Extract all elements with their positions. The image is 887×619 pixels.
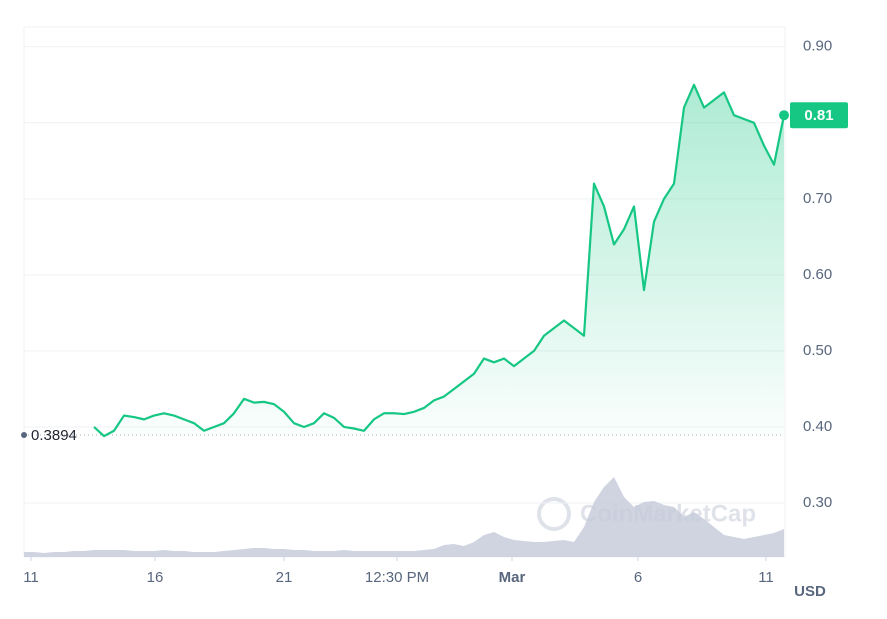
price-line — [93, 83, 786, 438]
currency: USD — [794, 583, 826, 600]
y-tick-label: 0.60 — [803, 266, 832, 283]
y-tick-label: 0.70 — [803, 190, 832, 207]
open-price-dot — [21, 432, 27, 439]
x-tick-label: 12:30 PM — [365, 569, 429, 586]
price-area — [94, 84, 784, 437]
last-price-label: 0.81 — [804, 107, 833, 124]
y-tick-label: 0.40 — [803, 418, 832, 435]
x-tick-label: 16 — [147, 569, 164, 586]
x-tick-label: Mar — [499, 569, 526, 586]
last-price-badge — [790, 102, 848, 129]
x-tick-label: 21 — [276, 569, 293, 586]
last-point — [779, 110, 789, 121]
x-tick-label: 11 — [758, 569, 774, 586]
y-tick-label: 0.30 — [803, 494, 832, 511]
x-tick-label: 11 — [23, 569, 39, 586]
volume-area — [24, 477, 784, 557]
y-tick-label: 0.50 — [803, 342, 832, 359]
x-tick-label: 6 — [634, 569, 642, 586]
y-tick-label: 0.90 — [803, 38, 832, 55]
open-price-label: 0.3894 — [31, 427, 77, 444]
